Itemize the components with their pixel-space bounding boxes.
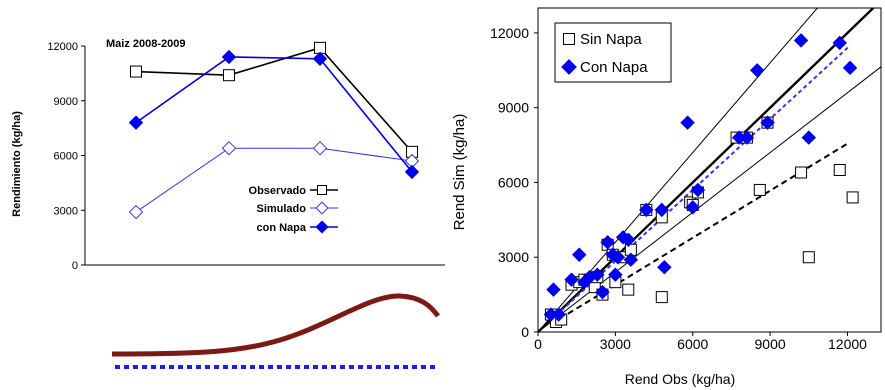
left-series-point-0 xyxy=(130,65,142,78)
scatter-point-con-napa xyxy=(739,130,755,145)
scatter-point-con-napa xyxy=(564,272,579,287)
right-y-axis-label: Rend Sim (kg/ha) xyxy=(451,114,468,231)
scatter-point-con-napa xyxy=(551,307,566,322)
reference-line-dashed xyxy=(550,44,851,321)
scatter-point-con-napa xyxy=(657,259,672,275)
left-y-tick-label: 9000 xyxy=(54,96,78,108)
scatter-point-con-napa xyxy=(546,282,561,297)
right-legend-label: Sin Napa xyxy=(580,31,642,48)
left-series-point-1 xyxy=(128,204,144,220)
scatter-point-con-napa xyxy=(832,35,847,51)
right-legend-box xyxy=(554,22,672,83)
reference-line-solid-thin xyxy=(538,8,819,332)
scatter-point-con-napa xyxy=(608,267,623,282)
scatter-point-con-napa xyxy=(793,33,809,48)
right-y-tick-label: 6000 xyxy=(498,174,529,190)
left-series-point-2 xyxy=(404,164,420,180)
scatter-point-con-napa xyxy=(750,63,765,78)
left-series-line-2 xyxy=(135,56,413,173)
left-legend-label: con Napa xyxy=(256,222,306,234)
scatter-point-con-napa xyxy=(842,60,858,76)
right-legend-label: Con Napa xyxy=(580,59,648,76)
left-legend: Observado Simulado con Napa xyxy=(249,185,338,234)
scatter-point-sin-napa xyxy=(795,166,808,179)
scatter-point-con-napa xyxy=(654,202,669,218)
scatter-point-con-napa xyxy=(595,284,610,300)
scatter-point-sin-napa xyxy=(655,291,668,304)
left-y-tick-label: 6000 xyxy=(54,151,78,163)
left-series-point-0 xyxy=(223,69,235,82)
right-x-tick-label: 6000 xyxy=(677,336,708,352)
right-y-tick-label: 0 xyxy=(521,324,529,340)
right-x-ticks: 0 3000 6000 9000 12000 xyxy=(534,332,867,352)
left-y-tick-label: 0 xyxy=(72,260,78,272)
left-series-point-2 xyxy=(128,115,144,130)
left-series xyxy=(128,41,420,220)
scatter-point-con-napa xyxy=(590,267,605,282)
right-points xyxy=(543,33,859,329)
right-y-tick-label: 3000 xyxy=(498,249,529,265)
left-y-ticks: 0 3000 6000 9000 12000 xyxy=(47,41,85,272)
scatter-point-sin-napa xyxy=(833,164,846,176)
left-series-line-0 xyxy=(135,46,413,153)
scatter-point-sin-napa xyxy=(802,251,815,264)
scatter-point-con-napa xyxy=(680,115,695,130)
scatter-point-sin-napa xyxy=(846,191,859,204)
reference-line-dashed xyxy=(550,142,848,326)
left-series-line-1 xyxy=(135,147,413,213)
right-x-axis-label: Rend Obs (kg/ha) xyxy=(625,371,736,387)
right-x-tick-label: 3000 xyxy=(600,336,631,352)
left-legend-label: Simulado xyxy=(256,203,306,215)
scatter-point-con-napa xyxy=(610,250,626,265)
right-x-tick-label: 0 xyxy=(534,336,542,352)
right-chart: 0 3000 6000 9000 12000 0 3000 6000 9000 12000 Re… xyxy=(451,7,882,387)
left-chart: Maiz 2008-2009 Rendimiento (kg/ha) 0 3000… xyxy=(11,38,445,369)
left-legend-marker xyxy=(315,201,329,215)
scatter-point-con-napa xyxy=(621,232,636,247)
scatter-point-con-napa xyxy=(685,200,700,215)
left-chart-title: Maiz 2008-2009 xyxy=(106,38,186,50)
scatter-point-sin-napa xyxy=(753,183,766,196)
scatter-point-con-napa xyxy=(760,115,775,130)
left-series-point-2 xyxy=(312,51,328,66)
right-x-tick-label: 9000 xyxy=(755,336,786,352)
right-y-tick-label: 9000 xyxy=(498,100,529,116)
left-series-point-1 xyxy=(312,140,328,156)
right-legend: Sin Napa Con Napa xyxy=(554,22,672,83)
left-series-point-2 xyxy=(221,49,237,65)
scatter-point-con-napa xyxy=(801,130,816,145)
scatter-point-sin-napa xyxy=(622,283,635,296)
scatter-point-con-napa xyxy=(623,252,639,267)
decorative-curve xyxy=(111,293,441,357)
right-y-ticks: 0 3000 6000 9000 12000 xyxy=(490,25,538,340)
left-y-axis-label: Rendimiento (kg/ha) xyxy=(11,111,23,217)
right-y-tick-label: 12000 xyxy=(490,25,529,41)
right-plot-frame xyxy=(537,7,882,333)
left-series-point-1 xyxy=(221,140,237,156)
left-y-tick-label: 12000 xyxy=(47,41,78,53)
left-legend-marker xyxy=(315,220,329,234)
right-legend-marker xyxy=(563,33,575,45)
scatter-point-con-napa xyxy=(572,247,587,262)
right-legend-marker xyxy=(561,59,577,75)
scatter-point-con-napa xyxy=(600,235,615,250)
right-x-tick-label: 12000 xyxy=(828,336,867,352)
left-legend-marker xyxy=(317,185,327,195)
left-y-tick-label: 3000 xyxy=(54,205,78,217)
right-reference-lines xyxy=(538,8,881,332)
left-legend-label: Observado xyxy=(249,185,307,197)
scatter-point-con-napa xyxy=(639,202,654,218)
scatter-point-con-napa xyxy=(690,182,706,198)
